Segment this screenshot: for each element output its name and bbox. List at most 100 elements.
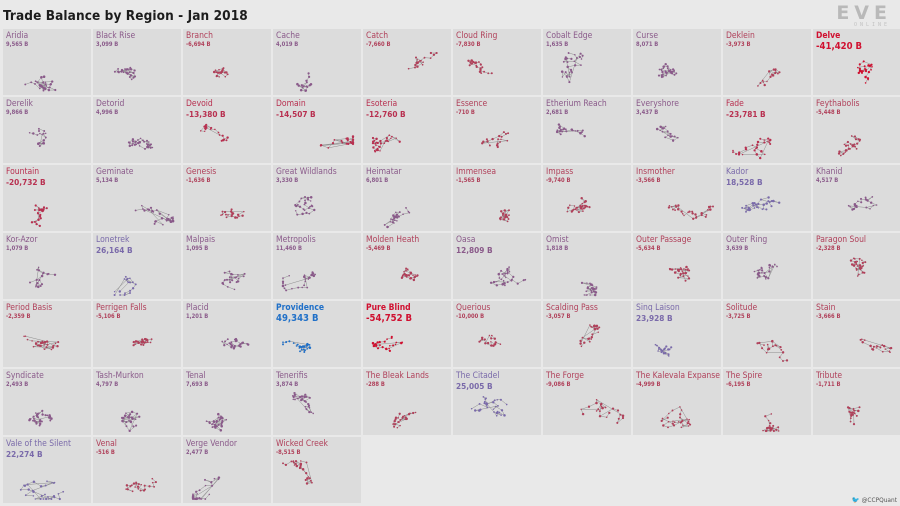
region-panel: Tash-Murkon 4,797 B <box>93 369 181 435</box>
region-map <box>467 59 493 75</box>
region-panel: Delve -41,420 B <box>813 29 900 95</box>
region-value: 9,866 B <box>6 110 29 116</box>
logo-subtext: ONLINE <box>853 22 890 28</box>
region-panel: Scalding Pass -3,057 B <box>543 301 631 367</box>
region-panel: Cloud Ring -7,830 B <box>453 29 541 95</box>
region-panel: Deklein -3,973 B <box>723 29 811 95</box>
region-name: Derelik <box>6 99 33 109</box>
region-panel: Heimatar 6,801 B <box>363 165 451 231</box>
logo-wordmark: EVE <box>836 2 892 24</box>
region-value: 3,639 B <box>726 246 749 252</box>
region-panel: Lonetrek 26,164 B <box>93 233 181 299</box>
region-name: Catch <box>366 31 389 41</box>
region-name: Outer Passage <box>636 235 692 245</box>
region-panel: Tribute -1,711 B <box>813 369 900 435</box>
region-panel: Sinq Laison 23,928 B <box>633 301 721 367</box>
region-name: Domain <box>276 99 306 109</box>
region-map <box>28 127 47 148</box>
region-value: 49,343 B <box>276 313 319 324</box>
region-name: Malpais <box>186 235 216 245</box>
region-map <box>566 197 591 214</box>
region-panel: Khanid 4,517 B <box>813 165 900 231</box>
region-name: Geminate <box>96 167 134 177</box>
region-map <box>762 413 780 433</box>
region-map <box>756 339 789 362</box>
region-panel: Providence 49,343 B <box>273 301 361 367</box>
region-value: 1,201 B <box>186 314 209 320</box>
region-map <box>757 68 781 87</box>
region-panel: Great Wildlands 3,330 B <box>273 165 361 231</box>
region-panel: Outer Ring 3,639 B <box>723 233 811 299</box>
region-value: 3,874 B <box>276 382 299 388</box>
region-value: -1,565 B <box>456 178 481 184</box>
credit: 🐦 @CCPQuant <box>851 496 897 504</box>
region-panel: Solitude -3,725 B <box>723 301 811 367</box>
region-map <box>296 72 313 92</box>
region-name: Paragon Soul <box>816 235 867 245</box>
region-value: 7,693 B <box>186 382 209 388</box>
region-name: Scalding Pass <box>546 303 598 313</box>
region-value: -5,469 B <box>366 246 391 252</box>
region-name: Syndicate <box>6 371 44 381</box>
region-name: Everyshore <box>636 99 679 109</box>
region-map <box>667 204 715 220</box>
region-map <box>555 123 586 138</box>
region-value: -710 B <box>456 110 475 116</box>
region-value: 2,493 B <box>6 382 29 388</box>
region-map <box>580 398 625 424</box>
region-panel: Impass -9,740 B <box>543 165 631 231</box>
region-name: Period Basis <box>6 303 53 313</box>
region-name: Stain <box>816 303 836 313</box>
region-map <box>30 204 48 228</box>
region-name: Perrigen Falls <box>96 303 147 313</box>
region-name: Placid <box>186 303 209 313</box>
region-value: -5,448 B <box>816 110 841 116</box>
region-panel: Geminate 5,134 B <box>93 165 181 231</box>
region-name: Sinq Laison <box>636 303 680 313</box>
region-map <box>847 196 878 211</box>
region-map <box>220 208 245 219</box>
region-map <box>291 392 315 415</box>
region-name: Fountain <box>6 167 40 177</box>
region-value: -3,057 B <box>546 314 571 320</box>
region-name: Feythabolis <box>816 99 860 109</box>
region-name: Cloud Ring <box>456 31 498 41</box>
region-name: Providence <box>276 303 325 313</box>
region-name: Essence <box>456 99 488 109</box>
region-name: Lonetrek <box>96 235 130 245</box>
region-value: -2,359 B <box>6 314 31 320</box>
region-name: Genesis <box>186 167 217 177</box>
region-name: Oasa <box>456 235 476 245</box>
region-panel: Feythabolis -5,448 B <box>813 97 900 163</box>
region-panel: Immensea -1,565 B <box>453 165 541 231</box>
region-panel: Metropolis 11,460 B <box>273 233 361 299</box>
region-map <box>134 204 175 226</box>
region-map <box>857 60 873 84</box>
region-value: -6,195 B <box>726 382 751 388</box>
region-panel: Fountain -20,732 B <box>3 165 91 231</box>
region-name: Devoid <box>186 99 213 109</box>
region-name: Venal <box>96 439 117 449</box>
region-map <box>660 406 692 429</box>
region-map <box>837 135 862 157</box>
region-panel: Vale of the Silent 22,274 B <box>3 437 91 503</box>
region-value: 23,928 B <box>636 313 673 323</box>
region-value: -4,999 B <box>636 382 661 388</box>
region-map <box>371 134 401 153</box>
chart-title: Trade Balance by Region - Jan 2018 <box>3 8 248 24</box>
region-panel: Omist 1,818 B <box>543 233 631 299</box>
region-map <box>212 67 229 78</box>
region-map <box>668 265 691 282</box>
region-map <box>371 335 404 352</box>
region-panel: Placid 1,201 B <box>183 301 271 367</box>
region-map <box>579 324 601 348</box>
region-map <box>655 125 679 142</box>
region-value: 22,274 B <box>6 449 43 459</box>
region-name: Branch <box>186 31 213 41</box>
region-name: The Kalevala Expanse <box>636 371 720 381</box>
region-name: Fade <box>726 99 744 109</box>
region-name: Great Wildlands <box>276 167 337 177</box>
region-value: -3,566 B <box>636 178 661 184</box>
region-map <box>654 343 673 357</box>
region-value: 18,528 B <box>726 177 763 187</box>
